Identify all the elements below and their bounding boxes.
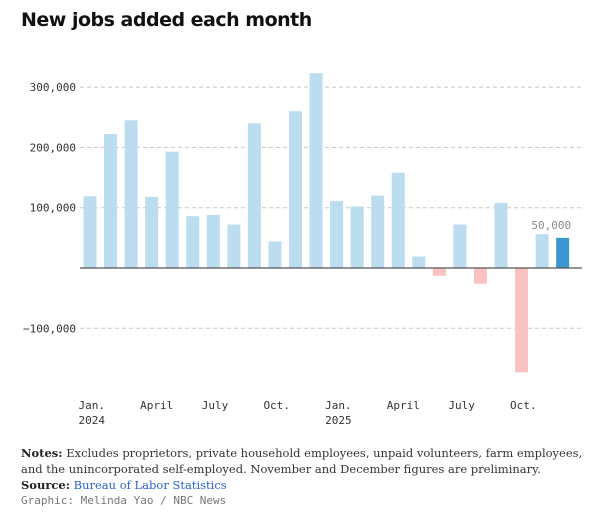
x-tick-label: Jan. (79, 399, 106, 412)
bar (268, 241, 282, 268)
bar (350, 206, 364, 268)
x-tick-label: April (140, 399, 173, 412)
bar (309, 73, 323, 268)
source-link[interactable]: Bureau of Labor Statistics (73, 478, 227, 492)
bar (145, 196, 159, 268)
x-tick-label: April (387, 399, 420, 412)
bar (247, 123, 261, 268)
x-tick-label: July (448, 399, 475, 412)
chart-source: Source: Bureau of Labor Statistics (21, 477, 227, 493)
bar (391, 172, 405, 268)
bar (453, 224, 467, 268)
graphic-credit: Graphic: Melinda Yao / NBC News (21, 494, 227, 507)
y-tick-label: 100,000 (30, 202, 76, 215)
chart-notes: Notes: Excludes proprietors, private hou… (21, 445, 591, 477)
bar (535, 234, 549, 268)
x-tick-label: Jan. (325, 399, 352, 412)
bar (371, 195, 385, 268)
notes-label: Notes: (21, 446, 63, 460)
bar-chart: 300,000 200,000 100,000 −100,000 50,000 Jan. 2… (23, 73, 582, 427)
x-tick-label: Oct. (263, 399, 290, 412)
x-tick-label: Oct. (510, 399, 537, 412)
bar (556, 237, 570, 268)
value-annotation: 50,000 (531, 219, 571, 232)
notes-text: Excludes proprietors, private household … (21, 446, 583, 476)
bar (289, 111, 302, 268)
y-tick-label: 300,000 (30, 81, 76, 94)
bar (206, 214, 220, 268)
bar (494, 202, 508, 268)
x-tick-year-label: 2025 (325, 414, 352, 427)
bar (412, 256, 426, 268)
x-tick-year-label: 2024 (79, 414, 106, 427)
bar (83, 196, 97, 268)
bar (104, 134, 118, 268)
chart-title: New jobs added each month (21, 9, 312, 31)
y-tick-label: 200,000 (30, 141, 76, 154)
bar (515, 268, 529, 373)
bar (165, 151, 179, 268)
source-label: Source: (21, 478, 70, 492)
bar (473, 268, 487, 284)
bar (227, 224, 241, 268)
bar (330, 201, 344, 268)
bar (432, 268, 446, 276)
y-tick-label: −100,000 (23, 322, 76, 335)
x-tick-label: July (202, 399, 229, 412)
bar (124, 120, 138, 268)
bar (186, 216, 200, 268)
